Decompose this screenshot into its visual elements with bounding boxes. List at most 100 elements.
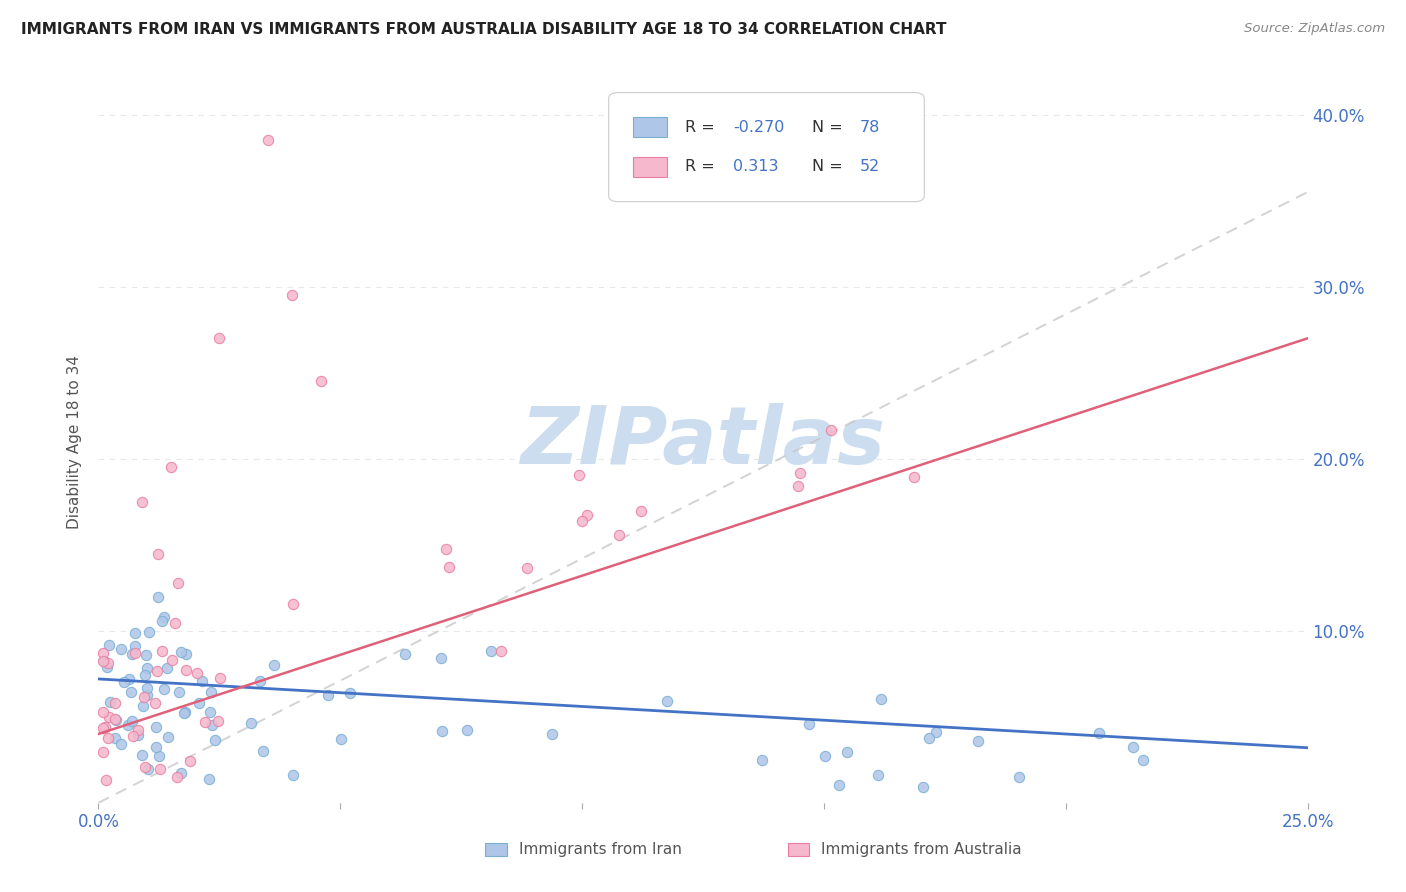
Point — [263, 658, 285, 673]
Point — [169, 645, 191, 659]
Point — [339, 686, 361, 700]
Point — [93, 719, 115, 733]
Point — [120, 685, 142, 699]
Point — [1008, 770, 1031, 784]
Point — [156, 660, 179, 674]
Text: ZIPatlas: ZIPatlas — [520, 402, 886, 481]
Point — [786, 478, 808, 492]
Point — [157, 731, 180, 745]
Point — [117, 717, 139, 731]
Point — [104, 731, 127, 745]
Point — [789, 467, 811, 481]
Point — [104, 713, 127, 727]
Point — [160, 460, 183, 475]
Text: R =: R = — [685, 160, 725, 175]
Bar — [485, 843, 508, 856]
Point — [516, 561, 538, 575]
Point — [174, 705, 197, 719]
Point — [655, 694, 678, 708]
Point — [138, 624, 160, 639]
Point — [150, 644, 173, 658]
Point — [918, 731, 941, 745]
Point — [903, 469, 925, 483]
Point — [924, 724, 946, 739]
Point — [110, 737, 132, 751]
Point — [166, 770, 188, 784]
Point — [1132, 753, 1154, 767]
Point — [135, 689, 157, 703]
Point — [136, 660, 159, 674]
Point — [329, 732, 352, 747]
Point — [93, 654, 115, 668]
Point — [437, 559, 460, 574]
Point — [869, 691, 891, 706]
Point — [751, 752, 773, 766]
Point — [121, 714, 143, 728]
Point — [198, 772, 221, 787]
Point — [134, 690, 156, 705]
Point — [135, 681, 157, 695]
Point — [167, 685, 190, 699]
Point — [122, 729, 145, 743]
Point — [110, 641, 132, 656]
Point — [98, 638, 121, 652]
Point — [131, 699, 153, 714]
Point — [145, 720, 167, 734]
Point — [200, 685, 222, 699]
Point — [283, 597, 305, 611]
Point — [146, 590, 169, 604]
Point — [208, 331, 231, 345]
Point — [121, 648, 143, 662]
Point — [93, 721, 115, 735]
Point — [797, 717, 820, 731]
Point — [576, 508, 599, 522]
Text: 52: 52 — [860, 160, 880, 175]
Point — [837, 745, 859, 759]
Point — [179, 754, 201, 768]
Point — [131, 747, 153, 762]
Point — [174, 663, 197, 677]
Point — [97, 731, 120, 745]
Point — [827, 778, 849, 792]
Point — [131, 494, 153, 508]
Point — [568, 468, 591, 483]
Point — [201, 718, 224, 732]
Y-axis label: Disability Age 18 to 34: Disability Age 18 to 34 — [67, 354, 83, 529]
Text: IMMIGRANTS FROM IRAN VS IMMIGRANTS FROM AUSTRALIA DISABILITY AGE 18 TO 34 CORREL: IMMIGRANTS FROM IRAN VS IMMIGRANTS FROM … — [21, 22, 946, 37]
Point — [283, 768, 305, 782]
Bar — [633, 157, 666, 178]
Point — [186, 665, 208, 680]
Point — [204, 733, 226, 747]
Point — [187, 696, 209, 710]
Point — [148, 547, 170, 561]
Point — [98, 710, 121, 724]
Point — [571, 514, 593, 528]
Point — [814, 749, 837, 764]
Point — [207, 714, 229, 728]
Point — [91, 705, 114, 719]
Point — [434, 541, 457, 556]
Point — [479, 643, 502, 657]
Text: 78: 78 — [860, 120, 880, 135]
Point — [170, 766, 193, 780]
Point — [124, 646, 146, 660]
Point — [96, 772, 118, 787]
Text: Source: ZipAtlas.com: Source: ZipAtlas.com — [1244, 22, 1385, 36]
Text: R =: R = — [685, 120, 720, 135]
Point — [430, 651, 453, 665]
Point — [208, 671, 231, 685]
Point — [868, 768, 890, 782]
Text: Immigrants from Australia: Immigrants from Australia — [821, 842, 1022, 857]
Point — [98, 695, 121, 709]
Point — [145, 664, 167, 678]
Point — [967, 734, 990, 748]
Point — [912, 780, 935, 795]
Point — [256, 133, 278, 147]
Point — [145, 739, 167, 754]
Text: N =: N = — [811, 160, 848, 175]
Point — [432, 723, 454, 738]
Text: 0.313: 0.313 — [734, 160, 779, 175]
Point — [609, 527, 631, 541]
Point — [1088, 726, 1111, 740]
Point — [91, 646, 114, 660]
